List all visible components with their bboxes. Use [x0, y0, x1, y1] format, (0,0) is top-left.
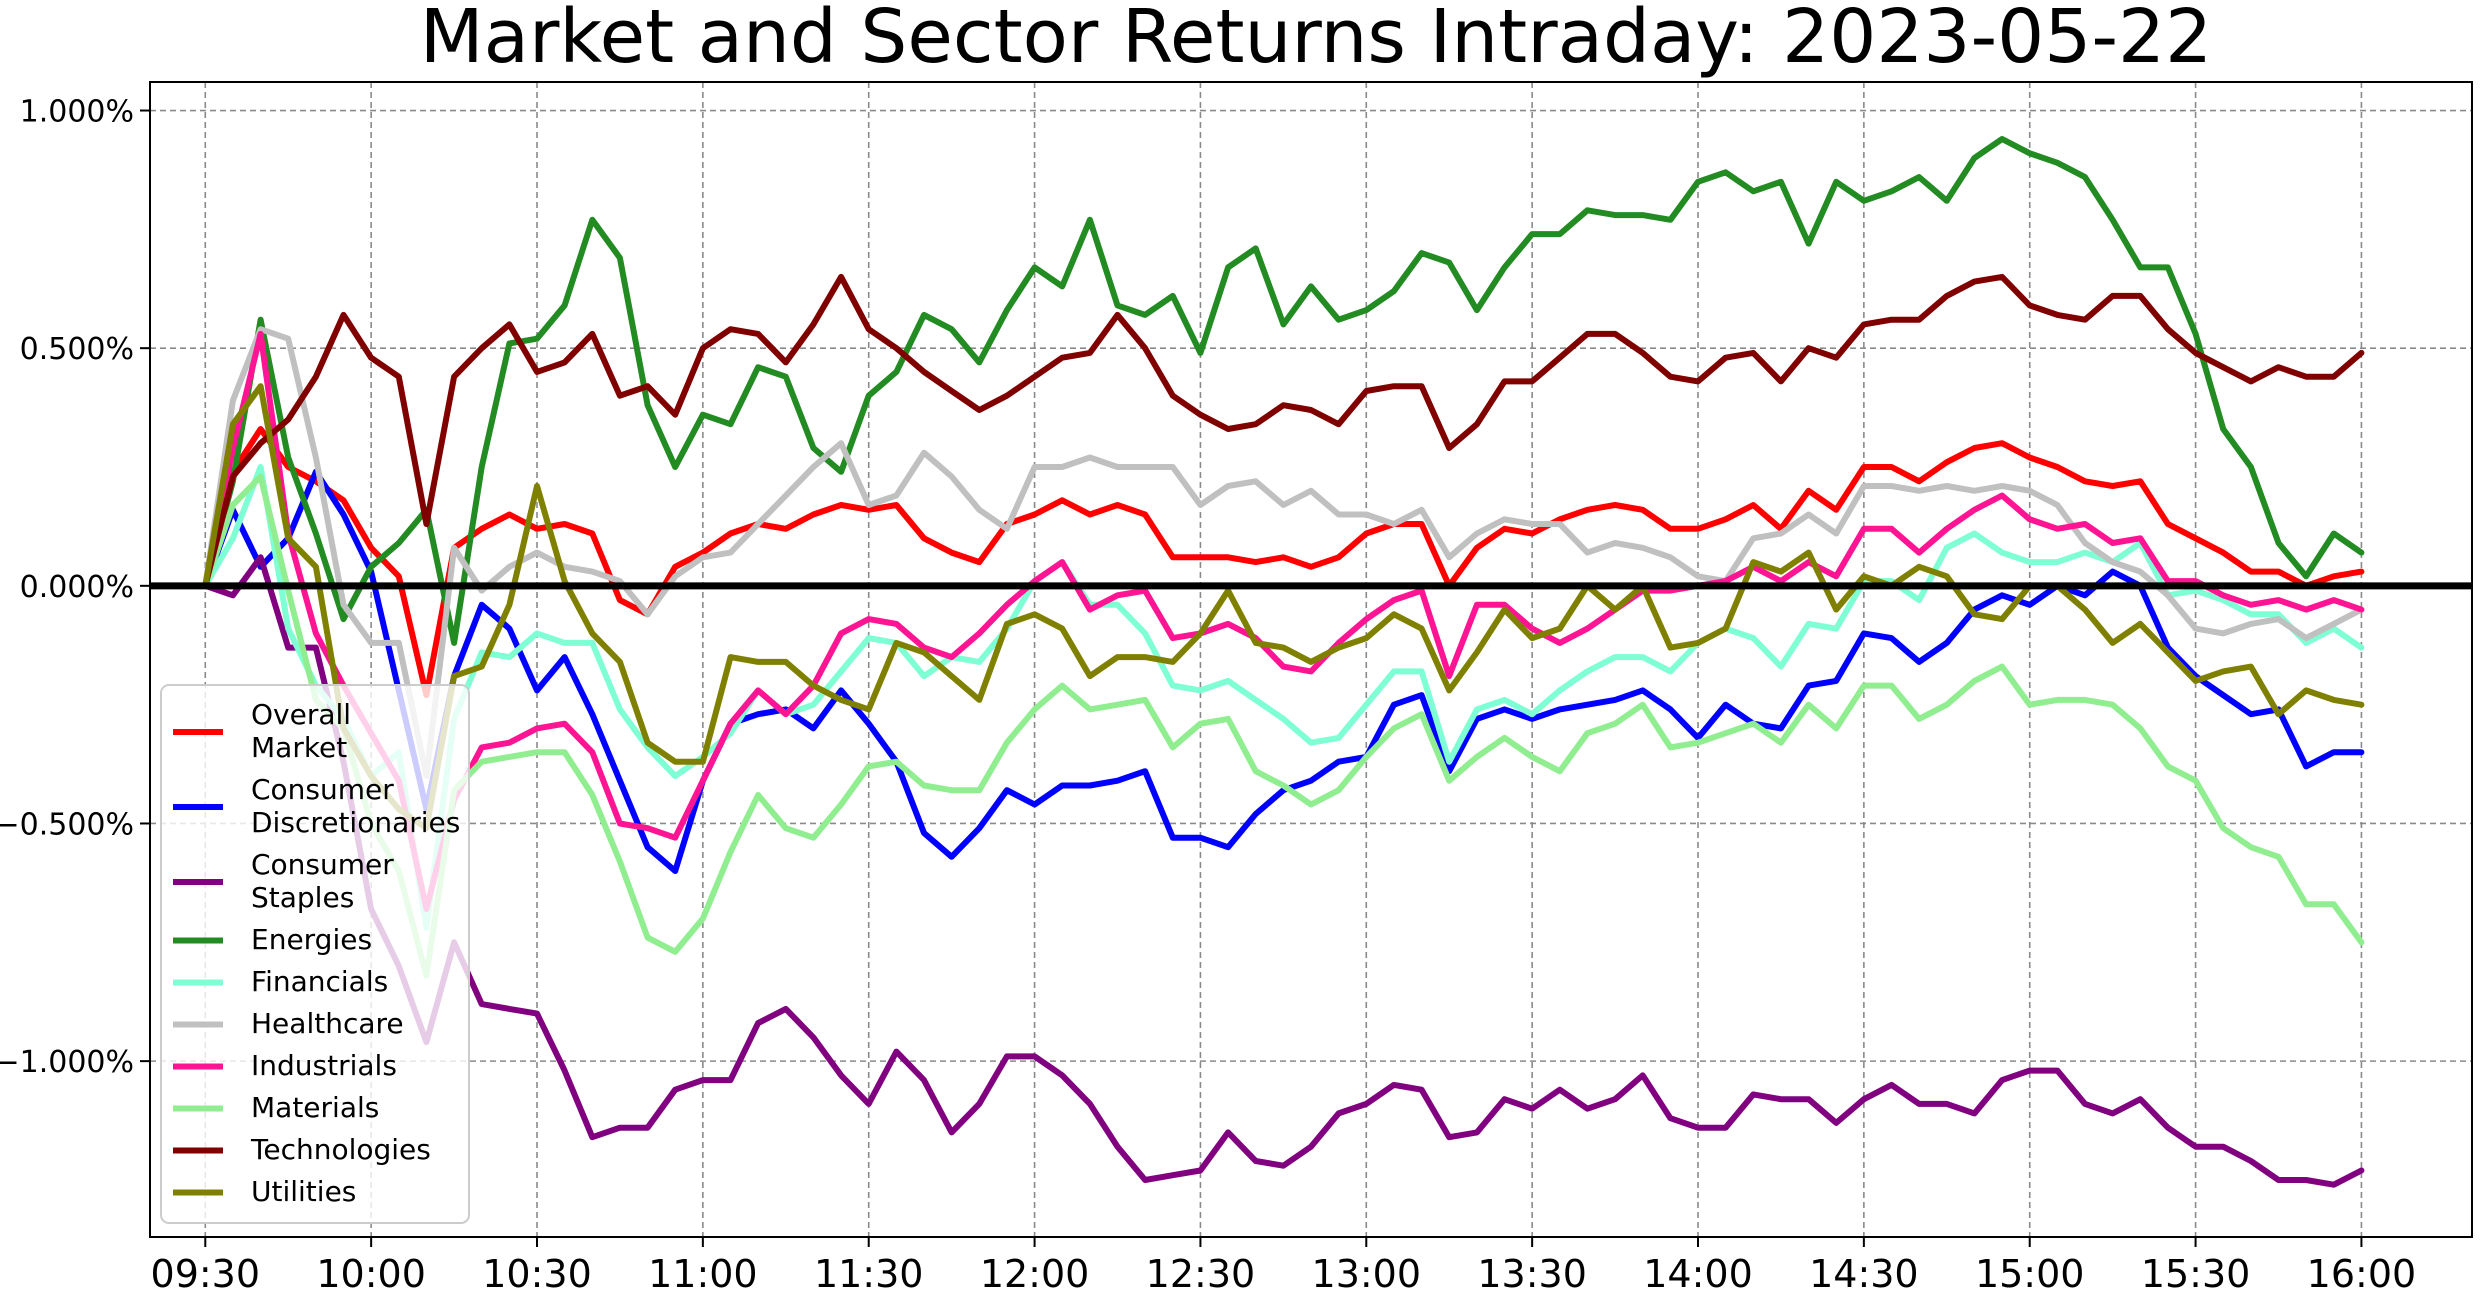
legend-entry: Financials	[173, 965, 388, 998]
x-tick-label: 15:00	[1975, 1252, 2085, 1292]
x-tick-label: 14:30	[1809, 1252, 1919, 1292]
x-tick-label: 15:30	[2141, 1252, 2251, 1292]
series-line	[202, 554, 2365, 1188]
y-tick-label: 1.000%	[20, 95, 134, 130]
series-line	[202, 273, 2365, 589]
legend-entry: Consumer Discretionaries	[173, 773, 460, 839]
y-tick-label: 0.500%	[20, 332, 134, 367]
series-line	[202, 136, 2365, 646]
legend-label: Materials	[251, 1091, 379, 1124]
series-line	[202, 330, 2365, 912]
legend-label: Industrials	[251, 1049, 397, 1082]
legend-entry: Industrials	[173, 1049, 397, 1082]
x-tick-label: 13:00	[1312, 1252, 1422, 1292]
series-lines	[202, 136, 2365, 1188]
legend-entry: Materials	[173, 1091, 379, 1124]
legend-box	[160, 684, 470, 1224]
legend-label: Financials	[251, 965, 388, 998]
plot-frame	[149, 81, 2473, 1238]
legend-entry: Energies	[173, 923, 372, 956]
x-tick-label: 13:30	[1477, 1252, 1587, 1292]
legend-label: Consumer Staples	[251, 848, 394, 914]
series-line	[202, 383, 2365, 832]
x-tick-label: 10:00	[316, 1252, 426, 1292]
series-line	[202, 326, 2365, 779]
x-tick-label: 12:30	[1146, 1252, 1256, 1292]
y-tick-label: −0.500%	[0, 807, 134, 842]
legend: Overall Market Consumer Discretionaries Cons…	[160, 684, 470, 1224]
x-tick-label: 14:00	[1643, 1252, 1753, 1292]
legend-label: Overall Market	[251, 698, 351, 764]
series-line	[202, 473, 2365, 979]
legend-entry: Overall Market	[173, 698, 351, 764]
x-tick-label: 11:00	[648, 1252, 758, 1292]
legend-label: Utilities	[251, 1175, 356, 1208]
legend-label: Energies	[251, 923, 372, 956]
y-axis-ticks: −1.000% −0.500% 0.000% 0.500% 1.000%	[0, 95, 150, 1080]
x-axis-ticks: 09:30 10:00 10:30 11:00 11:30 12:00 12:30 13:00…	[151, 1237, 2417, 1292]
x-tick-label: 12:00	[980, 1252, 1090, 1292]
series-line	[202, 426, 2365, 699]
legend-entry: Consumer Staples	[173, 848, 394, 914]
x-tick-label: 11:30	[814, 1252, 924, 1292]
legend-label: Consumer Discretionaries	[251, 773, 460, 839]
legend-label: Technologies	[250, 1133, 431, 1166]
legend-entry: Technologies	[173, 1133, 431, 1166]
legend-entry: Healthcare	[173, 1007, 404, 1040]
x-tick-label: 09:30	[151, 1252, 261, 1292]
y-tick-label: −1.000%	[0, 1045, 134, 1080]
y-tick-label: 0.000%	[20, 570, 134, 605]
legend-entry: Utilities	[173, 1175, 356, 1208]
legend-label: Healthcare	[251, 1007, 404, 1040]
chart-title: Market and Sector Returns Intraday: 2023…	[420, 0, 2212, 80]
x-tick-label: 10:30	[482, 1252, 592, 1292]
series-line	[202, 468, 2365, 874]
series-line	[202, 464, 2365, 931]
x-tick-label: 16:00	[2307, 1252, 2417, 1292]
